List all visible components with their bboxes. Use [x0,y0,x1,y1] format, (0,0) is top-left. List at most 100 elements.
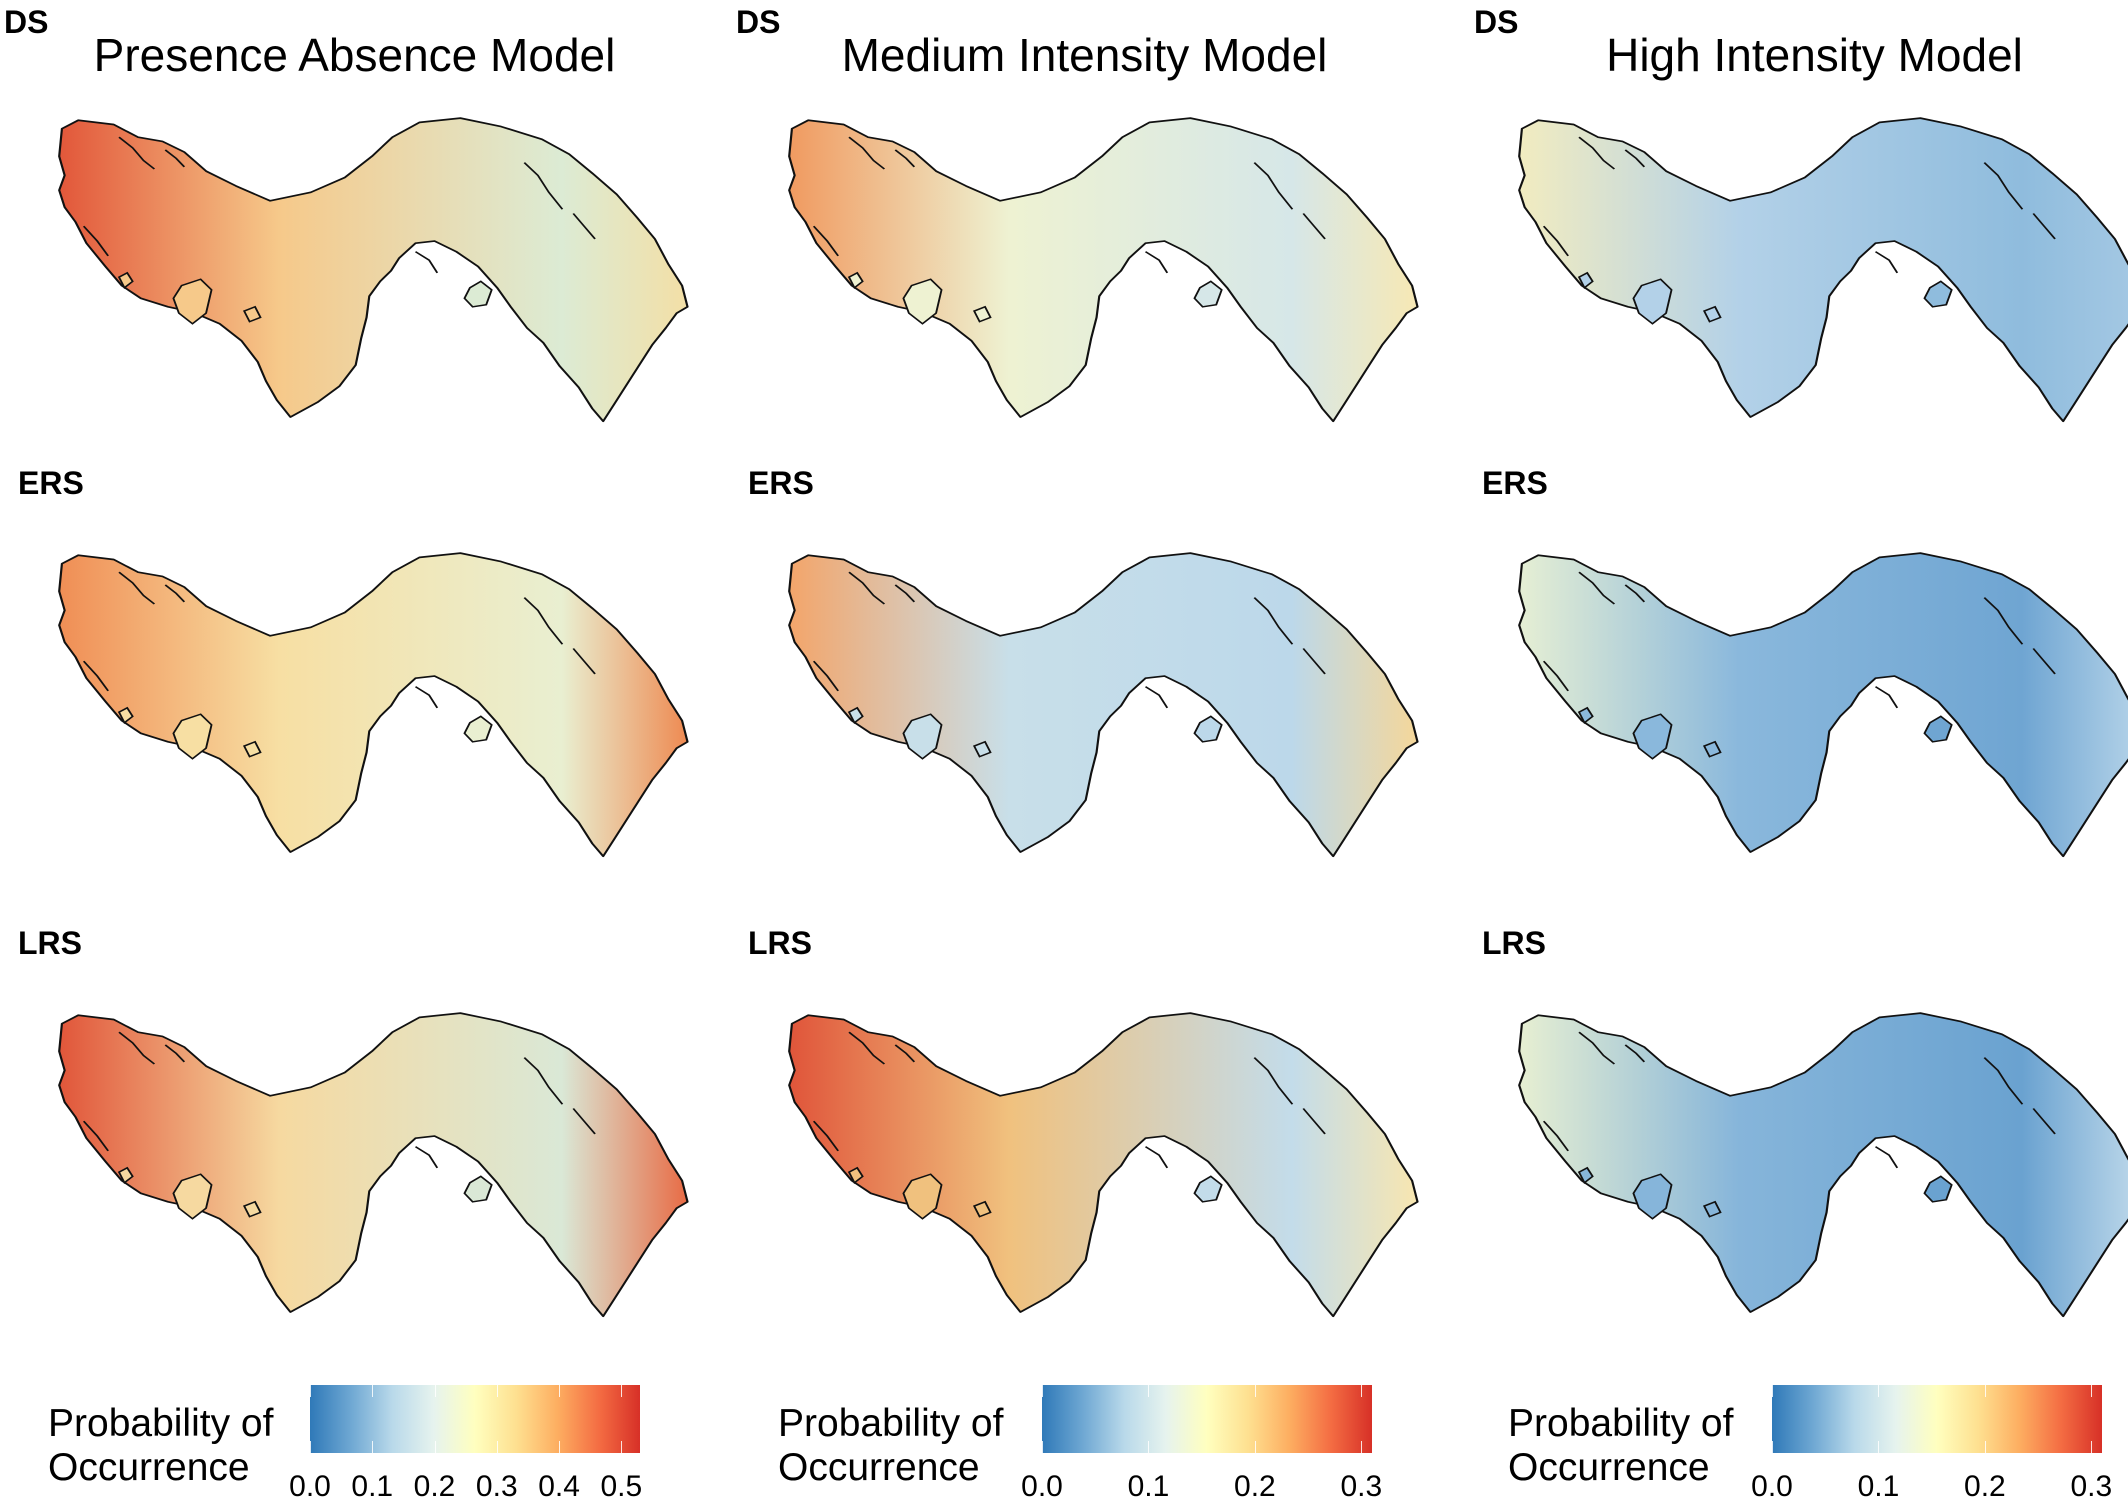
island [242,740,262,758]
legend-tick-mark [559,1441,561,1453]
coastline-detail [1253,1057,1294,1105]
coastline-detail [1624,584,1646,603]
island [1702,305,1722,323]
legend-tick-mark [2091,1385,2093,1397]
panel-label-ds: DS [1474,4,1519,40]
legend-tick-mark [496,1441,498,1453]
island [1577,1166,1594,1185]
legend-tick-mark [1042,1385,1043,1397]
island [1577,271,1594,290]
island [1702,740,1722,758]
legend-tick-mark [1772,1441,1773,1453]
legend-tick-label: 0.3 [475,1470,518,1503]
legend-tick-mark [310,1385,311,1397]
legend-tick-mark [1042,1441,1043,1453]
coastline-detail [1874,686,1899,709]
legend-colorbar [1042,1385,1372,1453]
coastline-detail [1874,1146,1899,1169]
island [902,713,943,760]
panel-label-lrs: LRS [748,925,812,961]
island [972,1200,992,1218]
legend-tick-mark [1361,1441,1363,1453]
island [1193,280,1223,308]
coastline-detail [812,1120,839,1152]
legend-tick-mark [559,1385,561,1397]
coastline-detail [414,251,439,274]
map-panel [788,552,1419,858]
panama-mainland [788,1012,1419,1318]
legend-tick-label: 0.1 [351,1470,394,1503]
legend-colorbar [1772,1385,2102,1453]
island [463,280,493,308]
island [1923,280,1953,308]
coastline-detail [812,660,839,692]
column-title: High Intensity Model [1606,29,2023,81]
coastline-detail [523,162,564,210]
coastline-detail [118,571,156,605]
legend-tick-mark [1254,1441,1256,1453]
legend-tick-label: 0.1 [1857,1470,1900,1503]
legend-tick-mark [434,1385,436,1397]
coastline-detail [1253,597,1294,645]
panama-mainland [788,552,1419,858]
coastline-detail [164,1044,186,1063]
legend-tick-label: 0.0 [1021,1470,1063,1503]
island [463,715,493,743]
map-panel [1518,117,2128,423]
coastline-detail [523,597,564,645]
island [172,278,213,325]
panel-label-ers: ERS [18,465,84,501]
coastline-detail [2032,213,2056,240]
legend-tick-mark [621,1441,623,1453]
island [1632,1173,1673,1220]
island [1632,713,1673,760]
legend-title-line2: Occurrence [48,1446,250,1489]
coastline-detail [414,686,439,709]
island [117,706,134,725]
island [242,305,262,323]
panel-label-ds: DS [4,4,49,40]
legend-tick-label: 0.5 [600,1470,643,1503]
legend-tick-mark [1878,1385,1880,1397]
coastline-detail [1144,251,1169,274]
coastline-detail [1983,162,2024,210]
coastline-detail [82,225,109,257]
legend-tick-label: 0.4 [538,1470,580,1503]
map-panel [788,1012,1419,1318]
legend-tick-mark [310,1441,311,1453]
legend-tick-mark [1984,1441,1986,1453]
coastline-detail [1253,162,1294,210]
coastline-detail [523,1057,564,1105]
coastline-detail [848,1031,886,1065]
coastline-detail [894,584,916,603]
legend-title: Probability of Occurrence [778,1402,1003,1490]
legend-title-line1: Probability of [778,1402,1004,1445]
island [1702,1200,1722,1218]
panama-mainland [58,1012,689,1318]
legend-colorbar [310,1385,640,1453]
island [463,1175,493,1203]
panel-label-lrs: LRS [1482,925,1546,961]
legend-tick-mark [372,1441,374,1453]
coastline-detail [572,213,596,240]
coastline-detail [1624,1044,1646,1063]
coastline-detail [1578,1031,1616,1065]
coastline-detail [848,571,886,605]
coastline-detail [1983,1057,2024,1105]
coastline-detail [118,136,156,170]
island [1577,706,1594,725]
coastline-detail [572,648,596,675]
legend-title: Probability of Occurrence [1508,1402,1733,1490]
island [902,278,943,325]
coastline-detail [1578,136,1616,170]
legend-tick-mark [1878,1441,1880,1453]
legend-title-line1: Probability of [48,1402,274,1445]
coastline-detail [1874,251,1899,274]
legend-tick-label: 0.2 [1964,1470,2006,1503]
coastline-detail [894,149,916,168]
coastline-detail [812,225,839,257]
legend-tick-label: 0.3 [2070,1470,2113,1503]
legend-tick-label: 0.3 [1340,1470,1383,1503]
legend-title-line2: Occurrence [778,1446,980,1489]
legend-tick-mark [1148,1385,1150,1397]
